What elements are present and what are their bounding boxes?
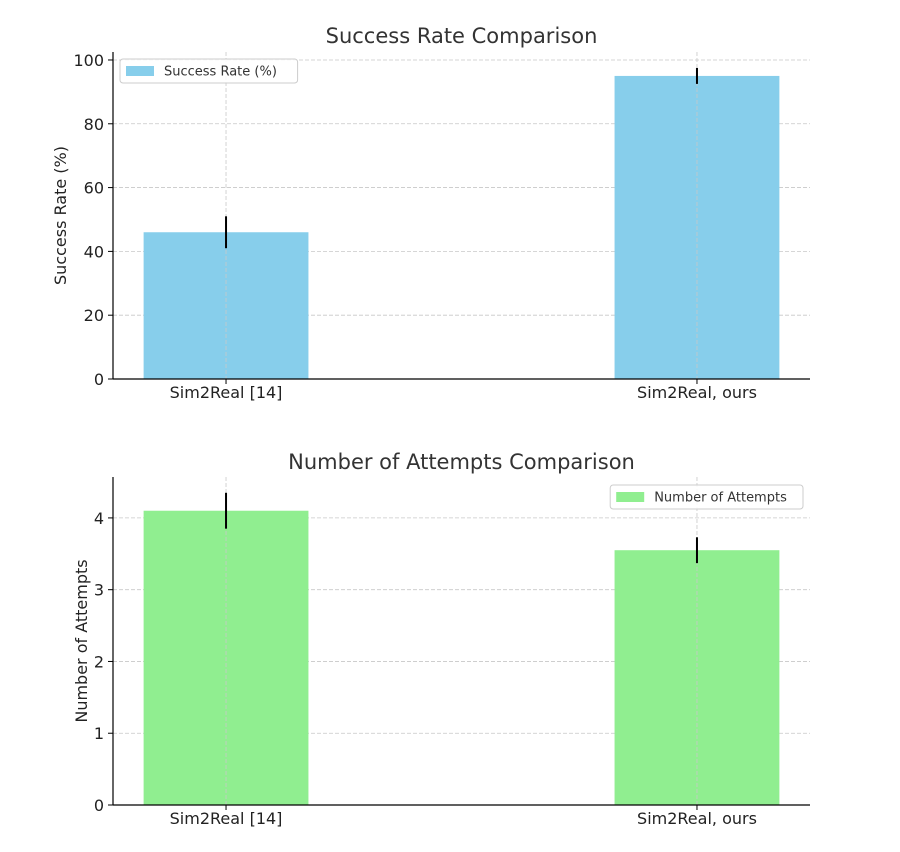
x-tick-label: Sim2Real, ours xyxy=(637,383,757,402)
chart-title: Number of Attempts Comparison xyxy=(288,450,635,474)
y-axis-label: Number of Attempts xyxy=(72,559,91,722)
legend-label: Success Rate (%) xyxy=(164,65,277,80)
x-tick-label: Sim2Real [14] xyxy=(170,383,283,402)
legend-box xyxy=(119,58,299,84)
success-rate-chart: Success Rate Comparison Success Rate (%) 0… xyxy=(51,24,810,402)
legend-swatch xyxy=(616,492,645,502)
y-axis-label: Success Rate (%) xyxy=(51,146,70,285)
legend: Number of Attempts xyxy=(609,484,804,510)
y-tick-label: 1 xyxy=(94,724,104,743)
y-tick-label: 2 xyxy=(94,652,104,671)
legend-label: Number of Attempts xyxy=(654,491,787,506)
legend-box xyxy=(609,484,804,510)
chart-title: Success Rate Comparison xyxy=(326,24,598,48)
y-tick-label: 60 xyxy=(84,179,104,198)
legend: Success Rate (%) xyxy=(119,58,299,84)
legend-swatch xyxy=(126,66,154,76)
x-tick-label: Sim2Real [14] xyxy=(170,809,283,828)
y-tick-label: 0 xyxy=(94,370,104,389)
attempts-chart: Number of Attempts Comparison Number of A… xyxy=(72,450,810,828)
y-tick-label: 100 xyxy=(73,51,104,70)
y-tick-label: 20 xyxy=(84,306,104,325)
y-tick-label: 4 xyxy=(94,509,104,528)
y-tick-label: 40 xyxy=(84,242,104,261)
y-tick-label: 80 xyxy=(84,115,104,134)
x-tick-label: Sim2Real, ours xyxy=(637,809,757,828)
y-tick-label: 0 xyxy=(94,796,104,815)
y-tick-label: 3 xyxy=(94,581,104,600)
